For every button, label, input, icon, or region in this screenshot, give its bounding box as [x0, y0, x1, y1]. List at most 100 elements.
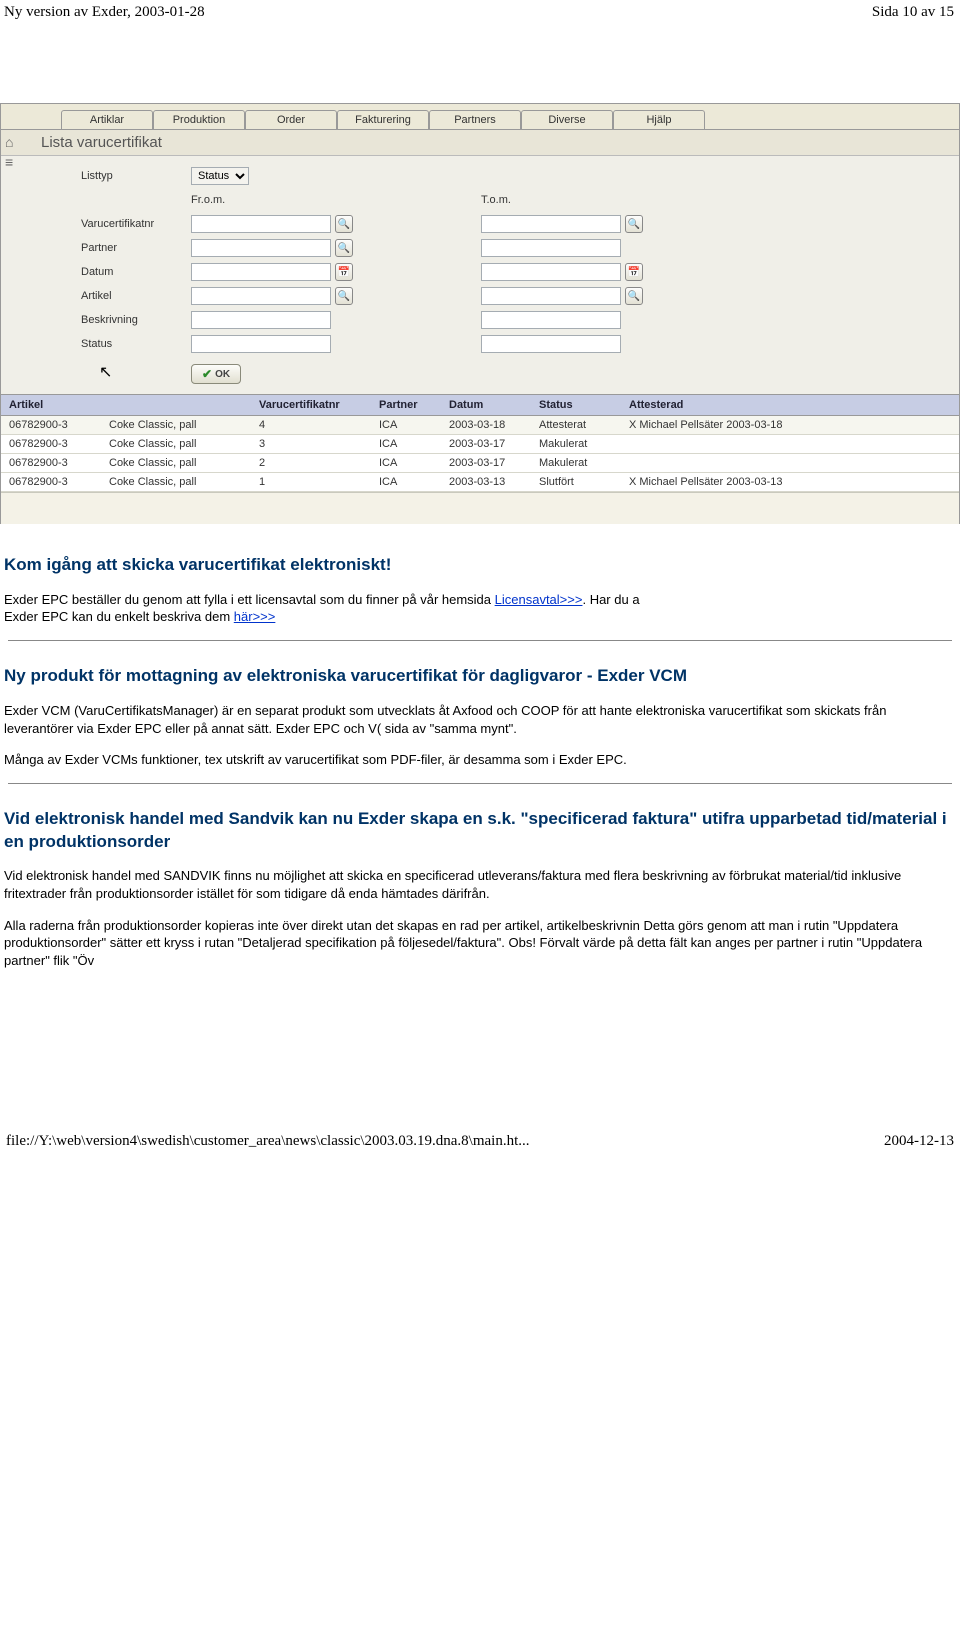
cell-art: 06782900-3 — [1, 435, 101, 454]
ok-label: OK — [215, 369, 230, 380]
tab-diverse[interactable]: Diverse — [521, 110, 613, 129]
varucert-to-input[interactable] — [481, 215, 621, 233]
status-from-input[interactable] — [191, 335, 331, 353]
tab-partners[interactable]: Partners — [429, 110, 521, 129]
tab-artiklar[interactable]: Artiklar — [61, 110, 153, 129]
cell-name: Coke Classic, pall — [101, 435, 251, 454]
paragraph-sandvik-1: Vid elektronisk handel med SANDVIK finns… — [4, 867, 956, 902]
cell-name: Coke Classic, pall — [101, 454, 251, 473]
status-to-input[interactable] — [481, 335, 621, 353]
cell-datum: 2003-03-18 — [441, 416, 531, 435]
cell-partner: ICA — [371, 454, 441, 473]
artikel-to-input[interactable] — [481, 287, 621, 305]
results-table: Artikel Varucertifikatnr Partner Datum S… — [1, 394, 959, 492]
footer-path: file://Y:\web\version4\swedish\customer_… — [6, 1133, 530, 1150]
list-icon[interactable]: ≡ — [5, 154, 35, 170]
col-attesterad[interactable]: Attesterad — [621, 395, 959, 416]
cell-status: Makulerat — [531, 454, 621, 473]
cell-status: Attesterat — [531, 416, 621, 435]
paragraph-sandvik-2: Alla raderna från produktionsorder kopie… — [4, 917, 956, 970]
beskrivning-to-input[interactable] — [481, 311, 621, 329]
paragraph-vcm-2: Många av Exder VCMs funktioner, tex utsk… — [4, 751, 956, 769]
cell-partner: ICA — [371, 473, 441, 492]
search-icon[interactable]: 🔍 — [625, 287, 643, 305]
cell-nr: 3 — [251, 435, 371, 454]
separator — [8, 783, 952, 784]
text: Exder EPC beställer du genom att fylla i… — [4, 592, 495, 607]
label-status: Status — [81, 338, 191, 350]
tab-hjalp[interactable]: Hjälp — [613, 110, 705, 129]
calendar-icon[interactable]: 📅 — [625, 263, 643, 281]
text: Exder EPC kan du enkelt beskriva dem — [4, 609, 234, 624]
search-icon[interactable]: 🔍 — [335, 287, 353, 305]
heading-sandvik: Vid elektronisk handel med Sandvik kan n… — [4, 808, 956, 854]
partner-from-input[interactable] — [191, 239, 331, 257]
table-row[interactable]: 06782900-3Coke Classic, pall2ICA2003-03-… — [1, 454, 959, 473]
label-partner: Partner — [81, 242, 191, 254]
home-icon[interactable]: ⌂ — [5, 134, 35, 150]
col-status[interactable]: Status — [531, 395, 621, 416]
varucert-from-input[interactable] — [191, 215, 331, 233]
cell-name: Coke Classic, pall — [101, 473, 251, 492]
filter-form: Listtyp Status Fr.o.m. T.o.m. Varucertif… — [1, 156, 959, 394]
partner-to-input[interactable] — [481, 239, 621, 257]
table-row[interactable]: 06782900-3Coke Classic, pall1ICA2003-03-… — [1, 473, 959, 492]
table-row[interactable]: 06782900-3Coke Classic, pall4ICA2003-03-… — [1, 416, 959, 435]
datum-to-input[interactable] — [481, 263, 621, 281]
footer-date: 2004-12-13 — [884, 1133, 954, 1150]
artikel-from-input[interactable] — [191, 287, 331, 305]
link-licensavtal[interactable]: Licensavtal>>> — [495, 592, 583, 607]
search-icon[interactable]: 🔍 — [335, 239, 353, 257]
app-screenshot: Artiklar Produktion Order Fakturering Pa… — [0, 103, 960, 524]
search-icon[interactable]: 🔍 — [625, 215, 643, 233]
cursor-icon: ↖ — [99, 362, 112, 382]
table-footer-strip — [1, 492, 959, 524]
tab-fakturering[interactable]: Fakturering — [337, 110, 429, 129]
main-tabs: Artiklar Produktion Order Fakturering Pa… — [1, 104, 959, 130]
cell-datum: 2003-03-17 — [441, 435, 531, 454]
ok-button[interactable]: ✔ OK — [191, 364, 241, 384]
cell-att: X Michael Pellsäter 2003-03-18 — [621, 416, 959, 435]
cell-status: Makulerat — [531, 435, 621, 454]
col-varucert[interactable]: Varucertifikatnr — [251, 395, 371, 416]
cell-att — [621, 435, 959, 454]
datum-from-input[interactable] — [191, 263, 331, 281]
cell-name: Coke Classic, pall — [101, 416, 251, 435]
paragraph-vcm-1: Exder VCM (VaruCertifikatsManager) är en… — [4, 702, 956, 737]
label-datum: Datum — [81, 266, 191, 278]
calendar-icon[interactable]: 📅 — [335, 263, 353, 281]
col-partner[interactable]: Partner — [371, 395, 441, 416]
cell-datum: 2003-03-17 — [441, 454, 531, 473]
col-artikel-name[interactable] — [101, 395, 251, 416]
page-header-right: Sida 10 av 15 — [872, 4, 954, 21]
beskrivning-from-input[interactable] — [191, 311, 331, 329]
col-datum[interactable]: Datum — [441, 395, 531, 416]
cell-art: 06782900-3 — [1, 473, 101, 492]
cell-nr: 2 — [251, 454, 371, 473]
label-from: Fr.o.m. — [191, 194, 481, 206]
link-har[interactable]: här>>> — [234, 609, 276, 624]
label-beskrivning: Beskrivning — [81, 314, 191, 326]
tab-produktion[interactable]: Produktion — [153, 110, 245, 129]
table-row[interactable]: 06782900-3Coke Classic, pall3ICA2003-03-… — [1, 435, 959, 454]
cell-art: 06782900-3 — [1, 416, 101, 435]
panel-title: Lista varucertifikat — [1, 130, 959, 156]
cell-status: Slutfört — [531, 473, 621, 492]
table-header-row: Artikel Varucertifikatnr Partner Datum S… — [1, 395, 959, 416]
listtyp-select[interactable]: Status — [191, 167, 249, 185]
label-listtyp: Listtyp — [81, 170, 191, 182]
search-icon[interactable]: 🔍 — [335, 215, 353, 233]
label-varucert: Varucertifikatnr — [81, 218, 191, 230]
cell-att — [621, 454, 959, 473]
cell-partner: ICA — [371, 435, 441, 454]
tab-order[interactable]: Order — [245, 110, 337, 129]
cell-art: 06782900-3 — [1, 454, 101, 473]
cell-att: X Michael Pellsäter 2003-03-13 — [621, 473, 959, 492]
heading-kom-igang: Kom igång att skicka varucertifikat elek… — [4, 554, 956, 577]
text: . Har du a — [582, 592, 639, 607]
paragraph-epc-order: Exder EPC beställer du genom att fylla i… — [4, 591, 956, 626]
separator — [8, 640, 952, 641]
page-header-left: Ny version av Exder, 2003-01-28 — [4, 4, 205, 21]
col-artikel[interactable]: Artikel — [1, 395, 101, 416]
label-artikel: Artikel — [81, 290, 191, 302]
